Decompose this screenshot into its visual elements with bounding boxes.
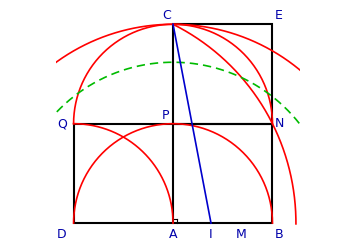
Text: N: N (274, 117, 284, 130)
Text: D: D (57, 228, 67, 241)
Text: C: C (162, 9, 171, 22)
Text: Q: Q (57, 117, 67, 130)
Text: P: P (162, 109, 169, 122)
Text: I: I (209, 228, 213, 241)
Text: A: A (169, 228, 177, 241)
Text: M: M (236, 228, 247, 241)
Text: B: B (274, 228, 283, 241)
Text: E: E (274, 9, 282, 22)
